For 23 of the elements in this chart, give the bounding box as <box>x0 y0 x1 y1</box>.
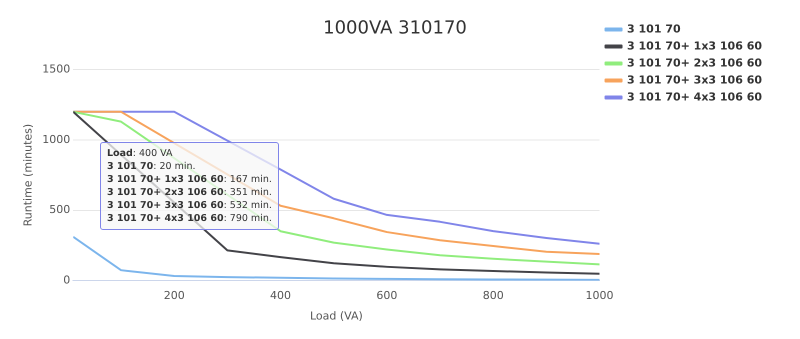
annotation: 3 101 70+ 3x3 106 60: 532 min. <box>107 199 272 212</box>
legend-label: 3 101 70+ 1x3 106 60 <box>627 39 762 52</box>
y-tick-label: 1000 <box>42 132 70 146</box>
chart-title: 1000VA 310170 <box>323 17 467 38</box>
x-axis-title: Load (VA) <box>310 309 363 322</box>
annotation: 3 101 70+ 2x3 106 60: 351 min. <box>107 186 272 199</box>
x-tick-label: 800 <box>482 289 504 302</box>
annotation: 3 101 70+ 1x3 106 60: 167 min. <box>107 173 272 186</box>
x-tick-label: 200 <box>164 289 185 302</box>
y-tick-label: 1500 <box>42 62 70 76</box>
y-tick-label: 0 <box>63 273 70 286</box>
x-tick-label: 400 <box>270 289 292 302</box>
annotation: 3 101 70+ 4x3 106 60: 790 min. <box>107 212 272 225</box>
legend-label: 3 101 70 <box>627 22 681 36</box>
legend-label: 3 101 70+ 2x3 106 60 <box>627 56 762 70</box>
annotation: Load: 400 VA <box>107 147 174 160</box>
legend-label: 3 101 70+ 4x3 106 60 <box>627 90 762 104</box>
x-tick-label: 600 <box>376 289 398 302</box>
y-axis-title: Runtime (minutes) <box>21 124 34 226</box>
annotation: 3 101 70: 20 min. <box>107 160 197 173</box>
legend-label: 3 101 70+ 3x3 106 60 <box>627 73 762 86</box>
y-tick-label: 500 <box>49 203 70 216</box>
x-tick-label: 1000 <box>586 289 614 302</box>
